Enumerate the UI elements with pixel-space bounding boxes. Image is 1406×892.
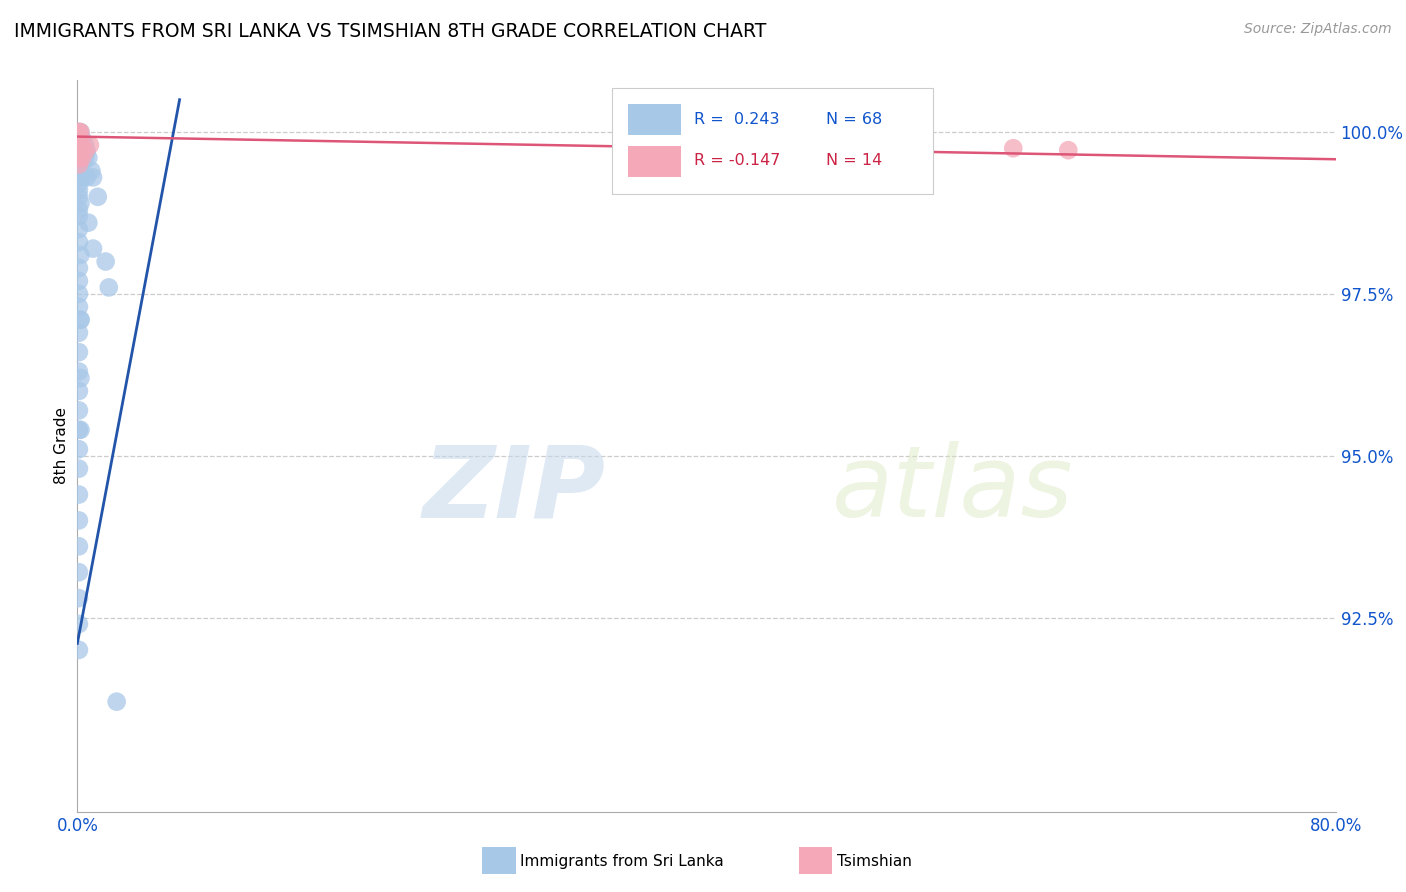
FancyBboxPatch shape [628,104,682,136]
Point [69,138,91,153]
Point [70,145,93,159]
Point [67,539,90,553]
Point [67,190,90,204]
Text: N = 14: N = 14 [827,153,883,169]
Point [77,216,100,230]
Point [67,617,90,632]
Point [105,695,128,709]
Point [79,138,101,153]
Point [67,145,90,159]
Point [75,151,97,165]
Point [67,202,90,217]
Point [67,222,90,236]
Point [70,151,93,165]
FancyBboxPatch shape [628,146,682,177]
Point [75,145,97,159]
Point [67,643,90,657]
Point [67,403,90,417]
Point [67,128,90,143]
Point [67,151,90,165]
Point [67,300,90,314]
Point [67,513,90,527]
Point [67,138,90,153]
Point [77,151,100,165]
Point [69,151,91,165]
Point [67,164,90,178]
Point [67,461,90,475]
Point [67,365,90,379]
Text: atlas: atlas [832,442,1074,539]
Point [69,248,91,262]
Point [67,145,90,159]
Y-axis label: 8th Grade: 8th Grade [53,408,69,484]
Point [67,170,90,185]
Point [97,280,120,294]
Point [87,190,110,204]
Point [67,131,90,145]
Point [67,125,90,139]
Point [69,312,91,326]
Point [67,260,90,275]
Point [67,157,90,171]
Point [70,138,93,153]
Point [67,487,90,501]
Point [69,371,91,385]
Point [67,138,90,153]
Point [69,157,91,171]
Text: R = -0.147: R = -0.147 [695,153,780,169]
Point [1002,141,1025,155]
Text: IMMIGRANTS FROM SRI LANKA VS TSIMSHIAN 8TH GRADE CORRELATION CHART: IMMIGRANTS FROM SRI LANKA VS TSIMSHIAN 8… [14,22,766,41]
Point [67,442,90,457]
Text: N = 68: N = 68 [827,112,883,127]
Point [82,170,104,185]
Point [82,242,104,256]
Point [67,125,90,139]
Point [76,170,98,185]
Point [1057,143,1080,157]
Text: Tsimshian: Tsimshian [837,855,911,869]
Point [69,145,91,159]
Point [67,423,90,437]
Point [69,312,91,326]
Point [67,138,90,153]
Point [70,131,93,145]
Point [67,177,90,191]
Point [69,125,91,139]
Point [67,591,90,606]
Point [67,151,90,165]
Point [67,384,90,398]
Point [67,235,90,249]
Point [70,170,93,185]
Point [67,345,90,359]
Point [76,145,98,159]
Point [67,209,90,223]
FancyBboxPatch shape [612,87,934,194]
Point [69,164,91,178]
Point [67,183,90,197]
Text: Source: ZipAtlas.com: Source: ZipAtlas.com [1244,22,1392,37]
Point [67,286,90,301]
Text: Immigrants from Sri Lanka: Immigrants from Sri Lanka [520,855,724,869]
Point [67,125,90,139]
Point [67,157,90,171]
Point [69,196,91,211]
Point [70,157,93,171]
Point [69,423,91,437]
Point [75,138,97,153]
Point [80,164,103,178]
Point [67,566,90,580]
Text: ZIP: ZIP [423,442,606,539]
Point [67,131,90,145]
Point [67,145,90,159]
Point [94,254,117,268]
Point [67,326,90,340]
Text: R =  0.243: R = 0.243 [695,112,779,127]
Point [69,125,91,139]
Point [67,131,90,145]
Point [67,128,90,143]
Point [67,274,90,288]
